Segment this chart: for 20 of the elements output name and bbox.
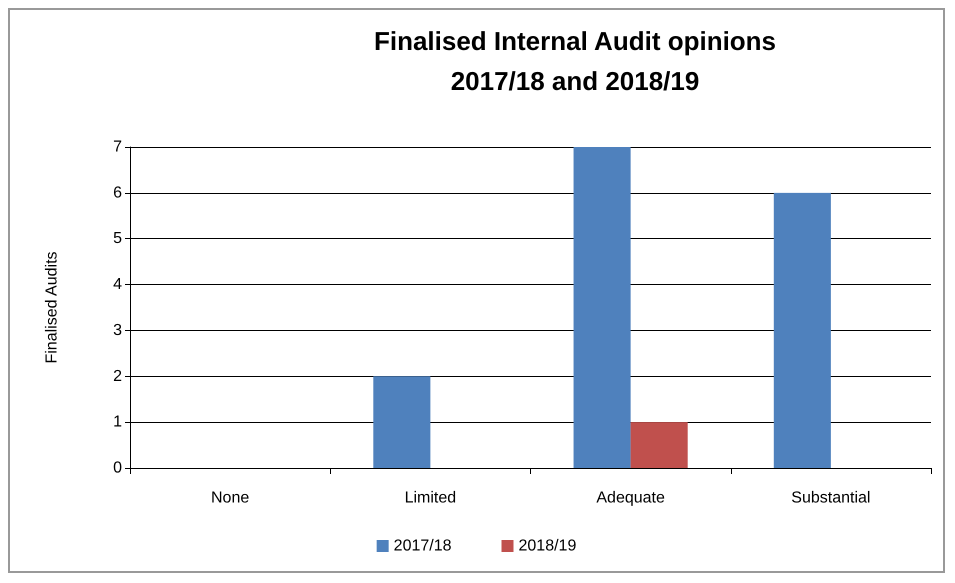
y-axis-title: Finalised Audits xyxy=(44,251,60,364)
y-tick-label: 0 xyxy=(113,460,122,476)
y-tick-label: 1 xyxy=(113,414,122,431)
y-tick-label: 6 xyxy=(113,184,122,202)
bar xyxy=(630,422,688,468)
x-tick-label: None xyxy=(211,490,250,506)
y-tick-label: 4 xyxy=(113,276,122,294)
y-tick-label: 5 xyxy=(113,230,122,248)
y-tick-label: 2 xyxy=(113,368,122,385)
legend-label: 2018/19 xyxy=(518,538,576,554)
x-tick-label: Substantial xyxy=(791,490,870,506)
chart-title: Finalised Internal Audit opinions 2017/18 and 2018/19 xyxy=(374,26,776,96)
y-tick-label: 7 xyxy=(113,138,122,156)
bar xyxy=(373,376,430,468)
x-tick-label: Limited xyxy=(404,490,456,506)
legend-label: 2017/18 xyxy=(394,538,452,554)
bar xyxy=(774,192,831,468)
x-tick-label: Adequate xyxy=(596,490,665,506)
bar xyxy=(574,147,631,468)
y-tick-label: 3 xyxy=(113,322,122,339)
